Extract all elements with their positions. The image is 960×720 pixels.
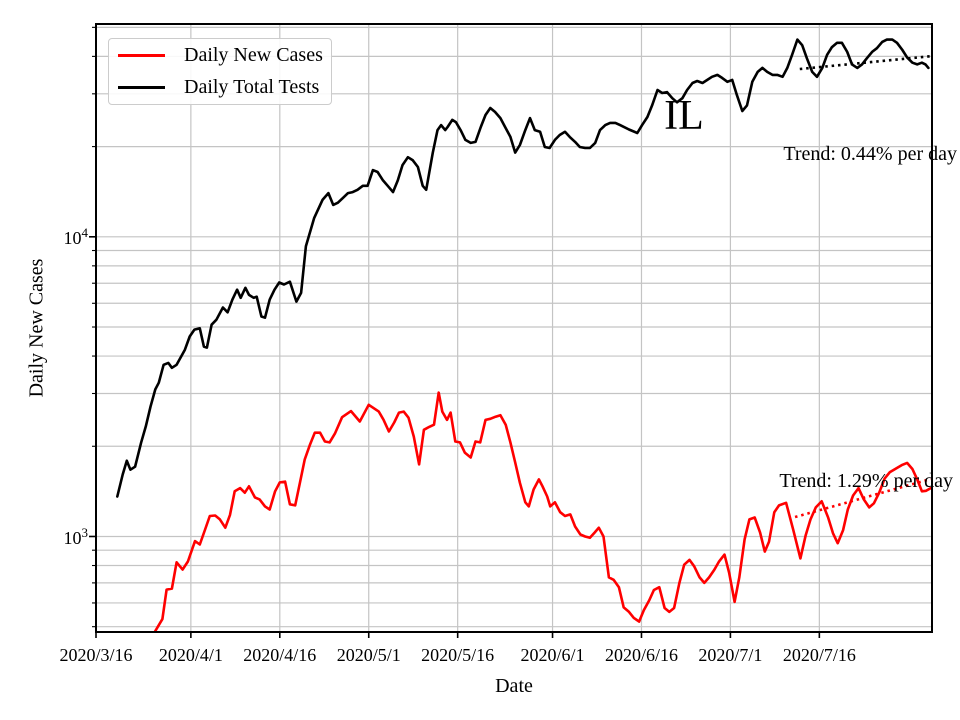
plot-border: [95, 23, 933, 633]
x-tick-label: 2020/4/1: [158, 645, 223, 665]
legend-line-sample-cases: [118, 54, 165, 58]
tests-trend-dotted-line: [799, 54, 932, 71]
trend-annotation-tests: Trend: 0.44% per day: [783, 143, 957, 165]
x-tick-label: 2020/4/16: [243, 645, 317, 665]
y-tick-label-10e3: 103: [63, 525, 89, 548]
legend: Daily New Cases Daily Total Tests: [108, 38, 332, 105]
x-tick-label: 2020/7/16: [782, 645, 856, 665]
legend-item-tests: Daily Total Tests: [109, 72, 331, 102]
x-tick-label: 2020/3/16: [59, 645, 133, 665]
y-tick-label-10e4: 104: [63, 225, 89, 248]
series-line-cases: [153, 391, 932, 632]
x-tick-label: 2020/5/1: [336, 645, 401, 665]
trend-annotation-cases: Trend: 1.29% per day: [779, 470, 953, 492]
x-tick-label: 2020/6/1: [520, 645, 585, 665]
legend-item-cases: Daily New Cases: [109, 41, 331, 71]
x-axis-label: Date: [495, 675, 533, 697]
x-tick-label: 2020/7/1: [698, 645, 763, 665]
x-tick-label: 2020/5/16: [421, 645, 495, 665]
legend-line-sample-tests: [118, 85, 165, 89]
cases-trend-dotted-line: [794, 477, 932, 519]
y-axis-label: Daily New Cases: [25, 258, 48, 398]
x-tick-label: 2020/6/16: [604, 645, 678, 665]
state-annotation: IL: [664, 93, 704, 139]
legend-label: Daily New Cases: [184, 44, 323, 67]
legend-label: Daily Total Tests: [184, 75, 320, 98]
series-line-tests: [116, 38, 930, 498]
